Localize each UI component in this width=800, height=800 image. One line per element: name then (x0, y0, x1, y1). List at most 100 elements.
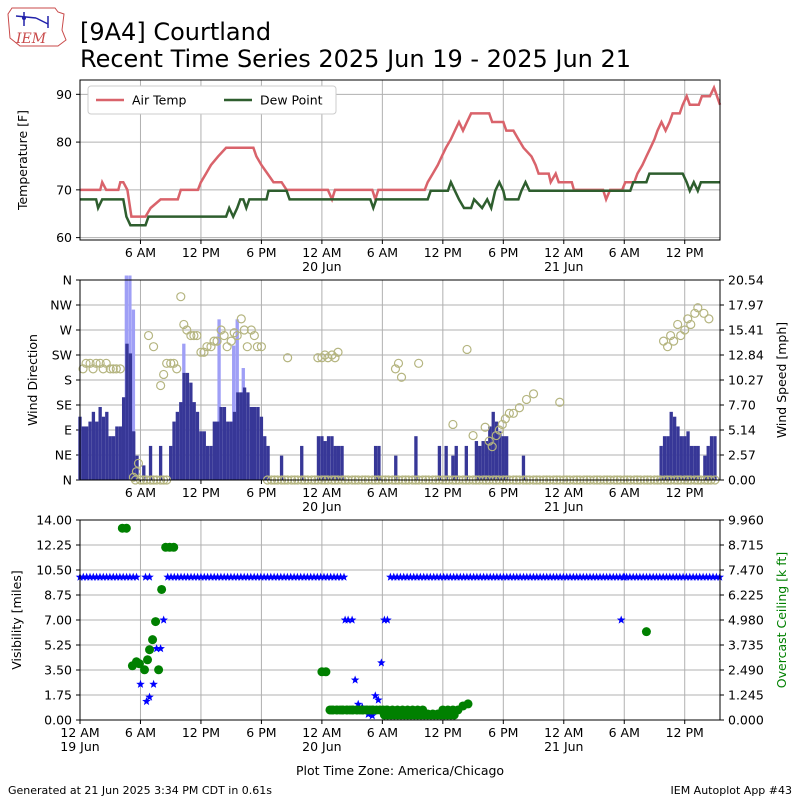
speed-bar (185, 372, 190, 480)
speed-bar (478, 445, 482, 480)
visibility-marker (389, 572, 398, 581)
speed-bar (491, 411, 495, 480)
visibility-marker (609, 572, 618, 581)
visibility-marker (579, 572, 588, 581)
speed-bar (179, 402, 183, 480)
visibility-marker (545, 572, 555, 581)
visibility-marker (396, 572, 405, 581)
visibility-marker (612, 572, 621, 581)
y-tick-label: 70 (56, 182, 72, 197)
direction-marker (229, 328, 239, 338)
visibility-marker (279, 572, 289, 581)
visibility-marker (692, 572, 701, 581)
direction-marker (85, 358, 95, 368)
x-tick-label: 12 AM (544, 485, 583, 500)
visibility-marker (296, 572, 305, 581)
speed-bar (118, 426, 122, 480)
speed-bar (709, 436, 714, 480)
visibility-marker (559, 572, 568, 581)
visibility-marker (233, 572, 242, 581)
speed-bar (219, 406, 223, 480)
visibility-marker (125, 572, 135, 581)
visibility-marker (469, 572, 478, 581)
visibility-marker (306, 572, 315, 581)
visibility-marker (82, 572, 91, 581)
visibility-marker (549, 572, 558, 581)
visibility-marker (319, 572, 329, 581)
x-tick-label: 12 PM (182, 725, 220, 740)
visibility-marker (263, 572, 272, 581)
speed-bar (504, 436, 509, 480)
speed-bar (333, 445, 337, 480)
visibility-marker (193, 572, 202, 581)
visibility-marker (309, 572, 319, 581)
speed-bar (481, 441, 485, 480)
direction-marker (166, 358, 176, 368)
visibility-marker (141, 572, 150, 581)
speed-bar (706, 445, 710, 480)
visibility-marker (522, 572, 532, 581)
speed-bar (377, 445, 381, 480)
x-tick-label: 12 PM (424, 245, 462, 260)
speed-bar (115, 426, 119, 480)
speed-bar (98, 406, 102, 480)
speed-bar (209, 445, 213, 480)
y-tick-label: SW (52, 348, 72, 363)
chart-title-line1: [9A4] Courtland (80, 18, 271, 46)
ceiling-marker (154, 665, 164, 675)
x-tick-label: 6 PM (488, 485, 518, 500)
footer-generated: Generated at 21 Jun 2025 3:34 PM CDT in … (8, 784, 272, 797)
visibility-marker (658, 572, 668, 581)
speed-bar (323, 441, 327, 480)
y2-tick-label: 5.14 (728, 423, 756, 438)
x-tick-label: 6 AM (609, 485, 640, 500)
visibility-marker (136, 679, 145, 688)
direction-marker (115, 364, 125, 374)
direction-marker (189, 330, 199, 341)
visibility-marker (383, 615, 392, 624)
ceiling-marker (121, 523, 131, 533)
visibility-marker (708, 572, 718, 581)
visibility-marker (652, 572, 661, 581)
visibility-marker (642, 572, 651, 581)
visibility-marker (602, 572, 611, 581)
y2-tick-label: 17.97 (728, 298, 764, 313)
speed-bar (484, 441, 489, 480)
visibility-marker (632, 572, 641, 581)
speed-bar (216, 421, 220, 480)
speed-bar (498, 431, 502, 480)
visibility-marker (585, 572, 595, 581)
iem-logo: IEM (7, 7, 67, 47)
visibility-marker (472, 572, 482, 581)
direction-marker (320, 350, 330, 360)
y-tick-label: E (64, 423, 72, 438)
direction-marker (669, 336, 679, 346)
visibility-marker (685, 572, 694, 581)
direction-marker (686, 319, 696, 330)
direction-marker (396, 372, 407, 382)
direction-marker (108, 364, 118, 374)
visibility-marker (645, 572, 655, 581)
speed-bar (501, 436, 505, 480)
speed-bar (226, 421, 230, 480)
ceiling-marker (148, 635, 158, 645)
speed-bar (205, 445, 210, 480)
legend-box (87, 85, 337, 115)
direction-marker (480, 422, 490, 432)
speed-bar (95, 421, 99, 480)
visibility-marker (539, 572, 548, 581)
visibility-marker (152, 644, 161, 653)
y2-tick-label: 12.84 (728, 348, 764, 363)
y-tick-label: 3.50 (44, 663, 72, 678)
footer-app: IEM Autoplot App #43 (671, 784, 793, 797)
visibility-marker (419, 572, 428, 581)
x-tick-sublabel: 20 Jun (302, 739, 341, 754)
speed-bar (316, 436, 321, 480)
x-tick-label: 6 AM (367, 245, 398, 260)
visibility-marker (229, 572, 239, 581)
visibility-marker (196, 572, 206, 581)
direction-marker (393, 358, 404, 368)
visibility-marker (628, 572, 638, 581)
